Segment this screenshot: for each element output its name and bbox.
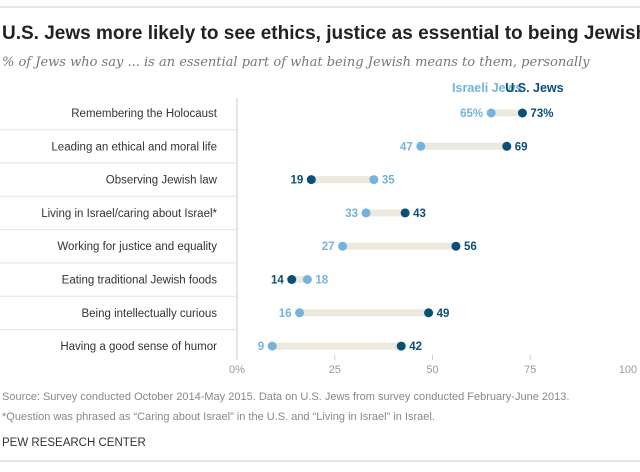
israeli-value-label: 35 xyxy=(382,175,395,187)
us-dot xyxy=(451,241,461,251)
x-tick-label: 50 xyxy=(426,364,438,376)
us-dot xyxy=(396,341,406,351)
chart-title: U.S. Jews more likely to see ethics, jus… xyxy=(2,23,640,44)
us-value-label: 69 xyxy=(515,141,528,153)
category-label: Living in Israel/caring about Israel* xyxy=(41,208,217,220)
x-tick-label: 0% xyxy=(229,364,245,376)
israeli-dot xyxy=(361,208,371,218)
israeli-value-label: 18 xyxy=(315,275,328,287)
category-label: Leading an ethical and moral life xyxy=(51,141,217,153)
us-value-label: 49 xyxy=(437,308,450,320)
us-dot xyxy=(424,308,434,318)
israeli-dot xyxy=(338,241,348,251)
category-label: Working for justice and equality xyxy=(57,241,217,253)
us-value-label: 43 xyxy=(413,208,426,220)
legend-israeli: Israeli Jews xyxy=(452,81,522,95)
israeli-value-label: 16 xyxy=(279,308,292,320)
x-tick-label: 100 xyxy=(619,364,637,376)
israeli-value-label: 65% xyxy=(460,108,483,120)
category-label: Observing Jewish law xyxy=(106,175,218,187)
category-label: Eating traditional Jewish foods xyxy=(62,275,218,287)
israeli-value-label: 9 xyxy=(258,341,264,353)
us-value-label: 56 xyxy=(464,241,477,253)
category-label: Remembering the Holocaust xyxy=(71,108,218,120)
us-dot xyxy=(306,175,316,185)
us-dot xyxy=(400,208,410,218)
x-tick-label: 25 xyxy=(329,364,341,376)
legend-us: U.S. Jews xyxy=(505,81,563,95)
israeli-value-label: 47 xyxy=(400,141,413,153)
chart-subtitle: % of Jews who say ... is an essential pa… xyxy=(2,55,590,70)
israeli-dot xyxy=(295,308,305,318)
israeli-dot xyxy=(486,108,496,118)
us-value-label: 19 xyxy=(290,175,303,187)
source-note: Source: Survey conducted October 2014-Ma… xyxy=(2,391,569,403)
israeli-dot xyxy=(416,141,426,151)
israeli-value-label: 27 xyxy=(322,241,335,253)
footnote: *Question was phrased as “Caring about I… xyxy=(2,411,435,423)
us-dot xyxy=(517,108,527,118)
israeli-dot xyxy=(267,341,277,351)
israeli-dot xyxy=(302,275,312,284)
us-dot xyxy=(502,141,512,151)
us-dot xyxy=(287,275,297,284)
us-value-label: 42 xyxy=(409,341,422,353)
us-value-label: 14 xyxy=(271,275,284,287)
category-label: Being intellectually curious xyxy=(81,308,217,320)
x-tick-label: 75 xyxy=(524,364,536,376)
us-value-label: 73% xyxy=(530,108,553,120)
category-label: Having a good sense of humor xyxy=(60,341,217,353)
israeli-dot xyxy=(369,175,379,185)
israeli-value-label: 33 xyxy=(345,208,358,220)
brand-label: PEW RESEARCH CENTER xyxy=(2,437,146,449)
